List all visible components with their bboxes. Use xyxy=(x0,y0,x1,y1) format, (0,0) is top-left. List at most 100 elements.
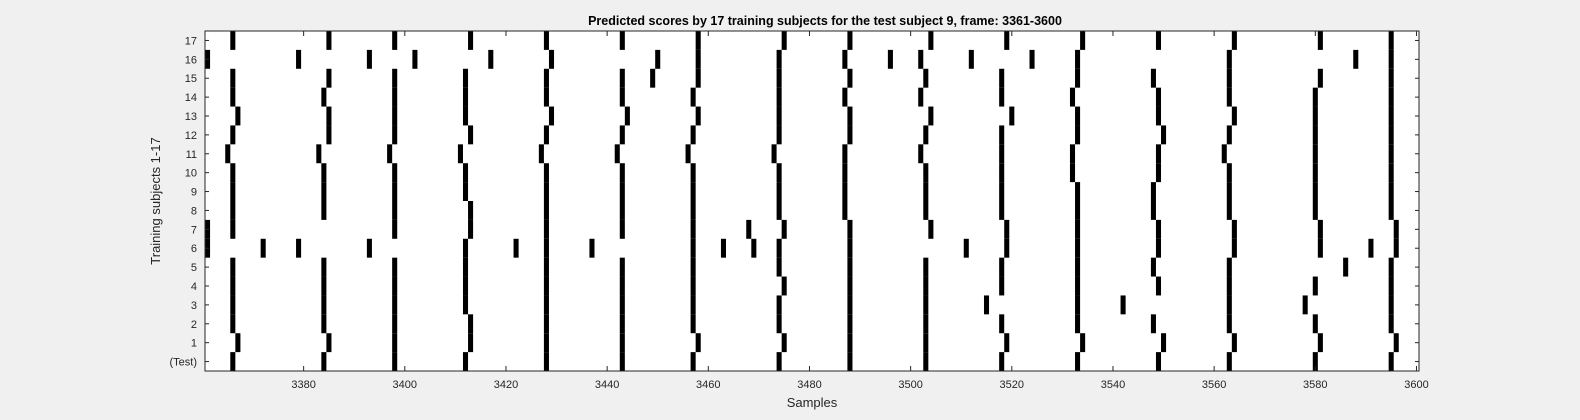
event-mark xyxy=(999,125,1005,145)
event-mark xyxy=(366,238,372,258)
event-mark xyxy=(923,295,929,315)
event-mark xyxy=(1004,31,1010,50)
event-mark xyxy=(321,314,327,334)
event-mark xyxy=(842,49,848,69)
event-mark xyxy=(1226,125,1232,145)
event-mark xyxy=(999,68,1005,88)
event-mark xyxy=(776,125,782,145)
event-mark xyxy=(321,201,327,220)
event-mark xyxy=(392,125,398,145)
event-mark xyxy=(847,238,853,258)
event-mark xyxy=(1388,314,1394,334)
event-mark xyxy=(619,257,625,277)
event-mark xyxy=(1388,352,1394,371)
event-mark xyxy=(928,219,934,239)
event-mark xyxy=(235,106,241,126)
event-mark xyxy=(695,49,701,69)
event-mark xyxy=(468,125,474,145)
event-mark xyxy=(1231,333,1237,353)
x-axis-label: Samples xyxy=(787,395,838,410)
event-mark xyxy=(695,333,701,353)
event-mark xyxy=(918,87,924,107)
event-mark xyxy=(1075,238,1081,258)
event-mark xyxy=(695,106,701,126)
y-tick-label: 7 xyxy=(191,224,197,236)
event-mark xyxy=(543,182,549,201)
y-tick-label: 14 xyxy=(185,92,197,104)
event-mark xyxy=(230,219,236,239)
event-mark xyxy=(1312,314,1318,334)
event-mark xyxy=(918,144,924,164)
event-mark xyxy=(776,238,782,258)
event-mark xyxy=(230,125,236,145)
event-mark xyxy=(321,87,327,107)
event-mark xyxy=(918,49,924,69)
y-tick-label: 15 xyxy=(185,73,197,85)
event-mark xyxy=(746,219,752,239)
event-mark xyxy=(685,144,691,164)
event-mark xyxy=(1155,106,1162,126)
event-mark xyxy=(230,276,236,296)
event-mark xyxy=(1226,49,1232,69)
event-mark xyxy=(999,144,1005,164)
event-mark xyxy=(695,31,701,50)
event-mark xyxy=(543,276,549,296)
event-mark xyxy=(1150,68,1156,88)
event-mark xyxy=(999,314,1005,334)
event-mark xyxy=(619,219,625,239)
y-tick-label: 13 xyxy=(185,111,197,123)
event-mark xyxy=(1161,125,1167,145)
event-mark xyxy=(1388,276,1394,296)
event-mark xyxy=(543,68,549,88)
event-mark xyxy=(1388,257,1394,277)
event-mark xyxy=(781,333,787,353)
event-mark xyxy=(1388,295,1394,315)
y-tick-label: 9 xyxy=(191,187,197,199)
event-mark xyxy=(690,163,696,183)
y-tick-label: 17 xyxy=(185,35,197,47)
event-mark xyxy=(230,257,236,277)
x-tick-label: 3520 xyxy=(1000,379,1024,391)
event-mark xyxy=(1388,106,1394,126)
event-mark xyxy=(230,314,236,334)
y-tick-label: 4 xyxy=(191,281,197,293)
event-mark xyxy=(1312,125,1318,145)
event-mark xyxy=(1231,106,1237,126)
event-mark xyxy=(923,182,929,201)
event-mark xyxy=(1226,87,1232,107)
event-mark xyxy=(1388,144,1394,164)
event-mark xyxy=(1004,333,1010,353)
event-mark xyxy=(1388,182,1394,201)
event-mark xyxy=(781,31,787,50)
event-mark xyxy=(999,276,1005,296)
event-mark xyxy=(1312,182,1318,201)
y-tick-label: 11 xyxy=(186,149,197,161)
x-tick-label: 3460 xyxy=(696,379,720,391)
event-mark xyxy=(1393,238,1399,258)
event-mark xyxy=(387,144,393,164)
event-mark xyxy=(589,238,595,258)
y-tick-label: 6 xyxy=(191,243,197,255)
event-mark xyxy=(690,257,696,277)
event-mark xyxy=(619,87,625,107)
event-mark xyxy=(928,106,934,126)
event-mark xyxy=(690,295,696,315)
plot-marks xyxy=(205,31,1399,371)
event-mark xyxy=(1353,49,1359,69)
event-mark xyxy=(1029,49,1035,69)
event-mark xyxy=(468,314,474,334)
event-mark xyxy=(548,49,555,69)
event-mark xyxy=(923,257,929,277)
event-mark xyxy=(619,276,625,296)
event-mark xyxy=(1155,352,1162,371)
event-mark xyxy=(1150,182,1156,201)
event-mark xyxy=(619,125,625,145)
event-mark xyxy=(392,352,398,371)
event-mark xyxy=(1075,314,1081,334)
event-mark xyxy=(543,257,549,277)
plot-area xyxy=(205,31,1419,371)
event-mark xyxy=(690,352,696,371)
event-mark xyxy=(1004,238,1010,258)
event-mark xyxy=(462,182,469,201)
event-mark xyxy=(1393,219,1399,239)
